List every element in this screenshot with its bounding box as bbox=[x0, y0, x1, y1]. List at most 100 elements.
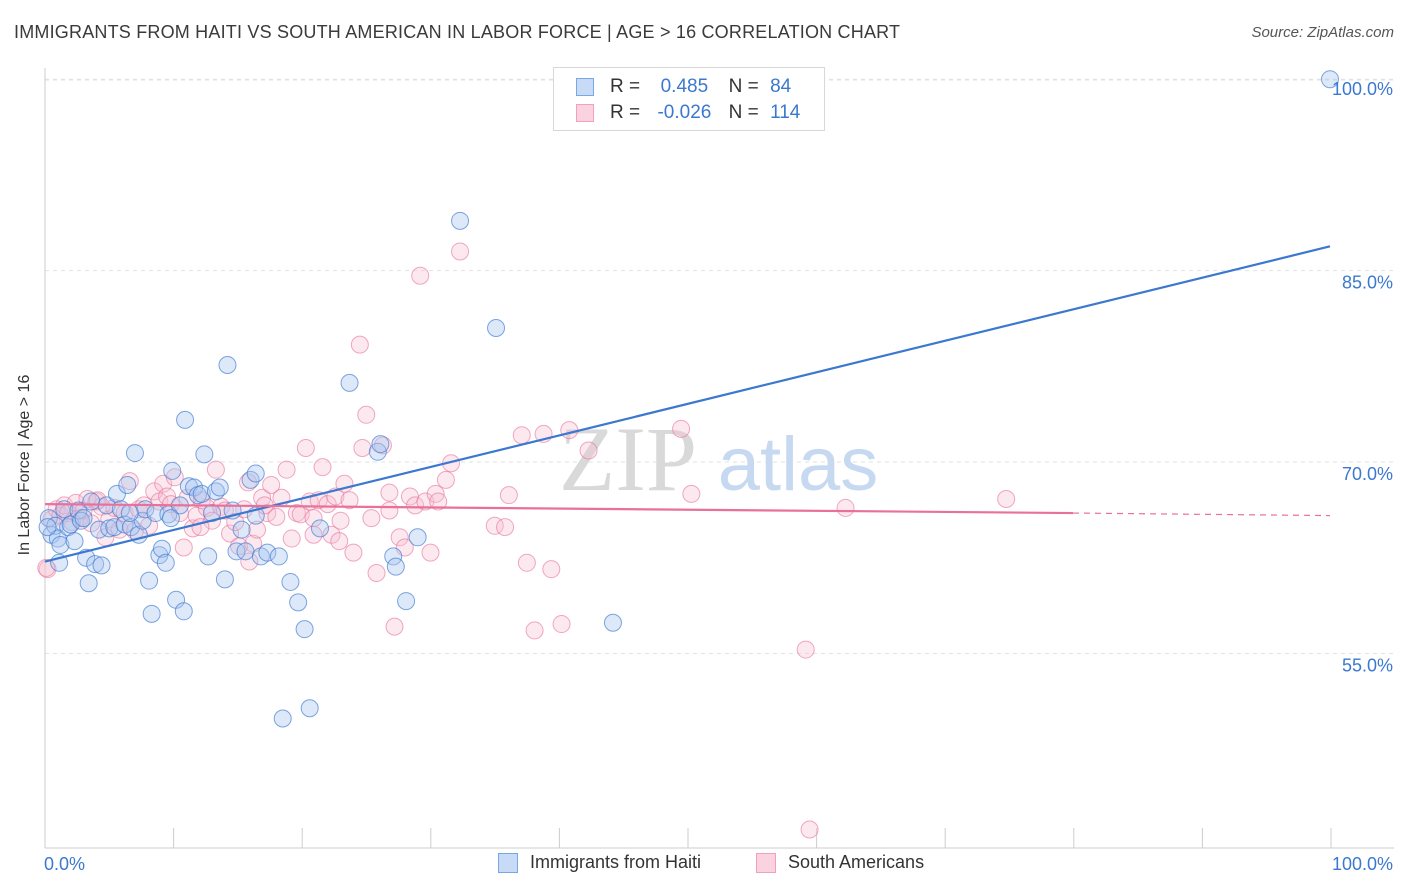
south-american-point bbox=[322, 525, 341, 544]
south-american-point bbox=[512, 426, 531, 445]
south-trend-line-extension bbox=[1072, 512, 1331, 517]
haiti-point bbox=[384, 547, 403, 566]
south-american-point bbox=[206, 460, 225, 479]
haiti-point bbox=[156, 553, 175, 572]
haiti-point bbox=[195, 445, 214, 464]
haiti-point bbox=[176, 410, 195, 429]
legend-n-value: 114 bbox=[770, 102, 801, 123]
y-tick-label: 70.0% bbox=[1342, 464, 1393, 484]
legend-r-label: R = bbox=[610, 76, 641, 97]
haiti-point bbox=[74, 509, 93, 528]
haiti-point bbox=[192, 484, 211, 503]
tick-labels: 55.0% 70.0% 85.0% 100.0% 0.0% 100.0% bbox=[44, 79, 1393, 874]
haiti-point bbox=[281, 572, 300, 591]
bottom-legend-swatch-south bbox=[756, 853, 776, 873]
haiti-point bbox=[107, 484, 126, 503]
watermark-atlas: atlas bbox=[718, 422, 879, 507]
south-american-point bbox=[385, 617, 404, 636]
south-american-point bbox=[330, 532, 349, 551]
south-american-point bbox=[174, 538, 193, 557]
legend-swatch-haiti bbox=[576, 78, 594, 96]
haiti-point bbox=[120, 504, 139, 523]
haiti-point bbox=[451, 211, 470, 230]
south-american-point bbox=[357, 405, 376, 424]
legend-swatch-south bbox=[576, 104, 594, 122]
south-american-point bbox=[226, 512, 245, 531]
south-american-point bbox=[997, 490, 1016, 509]
south-american-point bbox=[836, 498, 855, 517]
south-american-point bbox=[499, 486, 518, 505]
haiti-point bbox=[232, 520, 251, 539]
chart-title: IMMIGRANTS FROM HAITI VS SOUTH AMERICAN … bbox=[14, 22, 901, 42]
haiti-point bbox=[603, 613, 622, 632]
south-american-point bbox=[240, 552, 259, 571]
haiti-point bbox=[215, 570, 234, 589]
south-american-point bbox=[517, 553, 536, 572]
y-axis-label-wrap: In Labor Force | Age > 16 bbox=[16, 375, 34, 556]
haiti-point bbox=[71, 511, 90, 530]
y-tick-label: 100.0% bbox=[1332, 79, 1393, 99]
bottom-legend-label-south: South Americans bbox=[788, 852, 925, 872]
south-american-point bbox=[362, 509, 381, 528]
legend-r-value: 0.485 bbox=[660, 76, 709, 97]
haiti-point bbox=[79, 574, 98, 593]
haiti-point bbox=[258, 543, 277, 562]
south-american-point bbox=[367, 564, 386, 583]
haiti-point bbox=[269, 547, 288, 566]
x-tick-label: 0.0% bbox=[44, 854, 85, 874]
haiti-point bbox=[300, 699, 319, 718]
south-american-points bbox=[37, 242, 1016, 839]
south-american-point bbox=[406, 496, 425, 515]
south-american-point bbox=[560, 421, 579, 440]
y-axis-label: In Labor Force | Age > 16 bbox=[16, 374, 33, 556]
haiti-point bbox=[51, 535, 70, 554]
south-american-point bbox=[796, 640, 815, 659]
haiti-point bbox=[340, 373, 359, 392]
south-american-point bbox=[421, 543, 440, 562]
x-tick-label: 100.0% bbox=[1332, 854, 1393, 874]
south-american-point bbox=[542, 560, 561, 579]
haiti-point bbox=[140, 571, 159, 590]
south-american-point bbox=[411, 266, 430, 285]
y-tick-label: 55.0% bbox=[1342, 655, 1393, 675]
south-american-point bbox=[350, 335, 369, 354]
south-american-point bbox=[525, 621, 544, 640]
correlation-legend: R = 0.485 N = 84 R = -0.026 N = 114 bbox=[553, 67, 825, 131]
haiti-point bbox=[38, 518, 57, 537]
haiti-point bbox=[152, 539, 171, 558]
haiti-point bbox=[86, 555, 105, 574]
haiti-point bbox=[125, 444, 144, 463]
south-american-point bbox=[262, 475, 281, 494]
haiti-point bbox=[65, 532, 84, 551]
south-american-point bbox=[87, 492, 106, 511]
haiti-point bbox=[142, 604, 161, 623]
haiti-point bbox=[118, 475, 137, 494]
south-american-point bbox=[416, 492, 435, 511]
haiti-point bbox=[310, 519, 329, 538]
haiti-point bbox=[82, 492, 101, 511]
haiti-point bbox=[163, 461, 182, 480]
haiti-point bbox=[92, 556, 111, 575]
trend-lines bbox=[44, 245, 1331, 563]
haiti-point bbox=[199, 547, 218, 566]
south-trend-line bbox=[44, 503, 1074, 515]
south-american-point bbox=[267, 507, 286, 526]
south-american-point bbox=[248, 520, 267, 539]
haiti-trend-line bbox=[44, 245, 1331, 563]
south-american-point bbox=[340, 491, 359, 510]
south-american-point bbox=[282, 529, 301, 548]
south-american-point bbox=[304, 525, 323, 544]
source-label: Source: ZipAtlas.com bbox=[1251, 24, 1394, 41]
legend-n-label: N = bbox=[728, 76, 759, 97]
south-american-point bbox=[451, 242, 470, 261]
haiti-point bbox=[246, 464, 265, 483]
south-american-point bbox=[672, 419, 691, 438]
y-tick-label: 85.0% bbox=[1342, 273, 1393, 293]
south-american-point bbox=[800, 820, 819, 839]
haiti-point bbox=[236, 542, 255, 561]
haiti-points bbox=[38, 70, 1339, 728]
bottom-legend-swatch-haiti bbox=[498, 853, 518, 873]
south-american-point bbox=[344, 543, 363, 562]
haiti-point bbox=[397, 592, 416, 611]
